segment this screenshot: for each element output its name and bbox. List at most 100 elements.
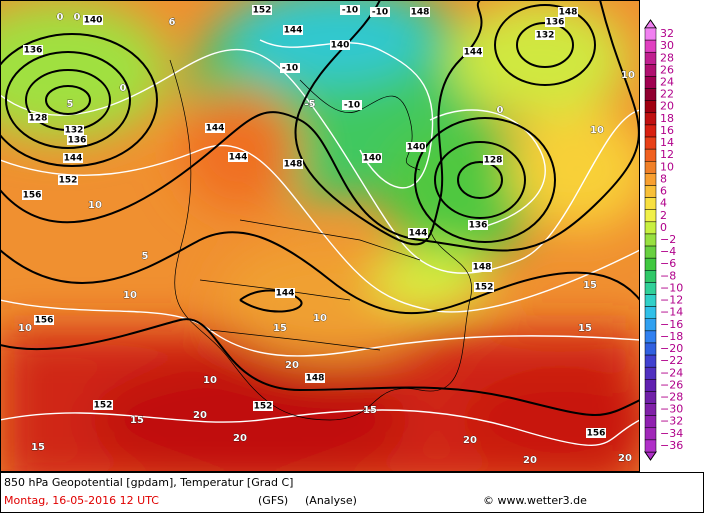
contour-label-box [23, 45, 43, 55]
contour-label-box [22, 190, 42, 200]
contour-label-box [545, 17, 565, 27]
colorbar-label: 18 [660, 112, 674, 125]
colorbar-swatch [644, 197, 657, 210]
contour-label-box [474, 282, 494, 292]
contour-label-box [408, 228, 428, 238]
contour-label-box [283, 25, 303, 35]
colorbar-label: −20 [660, 342, 683, 355]
contour-label: -10 [372, 8, 388, 18]
footer-title: 850 hPa Geopotential [gpdam], Temperatur… [4, 476, 293, 489]
contour-label: 128 [484, 156, 503, 166]
colorbar-label: 12 [660, 148, 674, 161]
contour-label-box [280, 63, 300, 73]
colorbar-swatch [644, 282, 657, 295]
colorbar-swatch [644, 51, 657, 65]
footer-run: (Analyse) [305, 494, 357, 507]
colorbar-label: −8 [660, 269, 676, 282]
contour-label: 128 [29, 114, 48, 124]
contour-label-box [28, 113, 48, 123]
colorbar-swatch [644, 379, 657, 392]
contour-label-box [370, 7, 390, 17]
colorbar-label: −30 [660, 403, 683, 416]
colorbar-label: −36 [660, 439, 683, 452]
colorbar-swatch [644, 221, 657, 235]
colorbar-label: 24 [660, 76, 674, 89]
colorbar-swatch [644, 209, 657, 223]
footer-date: Montag, 16-05-2016 12 UTC [4, 494, 159, 507]
contour-label: -10 [342, 6, 358, 16]
contour-label-box [340, 5, 360, 15]
colorbar-swatch [644, 39, 657, 53]
contour-label-box [535, 30, 555, 40]
colorbar-label: −24 [660, 366, 683, 379]
contour-label: 156 [35, 316, 54, 326]
contour-label: 144 [284, 26, 303, 36]
colorbar-swatch [644, 403, 657, 416]
colorbar-label: 30 [660, 39, 674, 52]
contour-label: 152 [253, 6, 272, 16]
contour-label: 148 [473, 263, 492, 273]
contour-label: 144 [276, 289, 295, 299]
contour-label-box [472, 262, 492, 272]
colorbar-swatch [644, 173, 657, 186]
contour-label: 10 [123, 290, 137, 301]
contour-label: 10 [621, 70, 635, 81]
contour-label: 0 [120, 83, 127, 94]
contour-label: 136 [469, 221, 488, 231]
contour-label: 10 [313, 313, 327, 324]
colorbar-label: 20 [660, 100, 674, 113]
contour-label-box [483, 155, 503, 165]
colorbar-label: −28 [660, 390, 683, 403]
colorbar-label: −4 [660, 245, 676, 258]
colorbar-top-arrow [644, 19, 657, 29]
contour-label-box [93, 400, 113, 410]
contour-label-box [83, 15, 103, 25]
colorbar-swatch [644, 306, 657, 319]
colorbar-label: 2 [660, 209, 667, 222]
contour-label-box [58, 175, 78, 185]
contour-label: 152 [475, 283, 494, 293]
colorbar-swatch [644, 294, 657, 307]
footer-model: (GFS) [258, 494, 288, 507]
colorbar-label: −26 [660, 378, 683, 391]
contour-label: 15 [130, 415, 144, 426]
colorbar-swatch [644, 439, 657, 453]
contour-label: -10 [282, 64, 298, 74]
contour-label-box [586, 428, 606, 438]
colorbar-label: −14 [660, 306, 683, 319]
contour-label: 10 [590, 125, 604, 136]
colorbar-swatch [644, 136, 657, 150]
colorbar-label: 28 [660, 51, 674, 64]
contour-label-box [64, 125, 84, 135]
contour-label: 148 [411, 8, 430, 18]
contour-label-box [468, 220, 488, 230]
contour-label: 15 [363, 405, 377, 416]
colorbar-label: 32 [660, 27, 674, 40]
contour-label-box [275, 288, 295, 298]
contour-label: 140 [84, 16, 103, 26]
colorbar-label: 6 [660, 185, 667, 198]
colorbar-swatch [644, 161, 657, 174]
colorbar-label: −2 [660, 233, 676, 246]
colorbar-label: 10 [660, 160, 674, 173]
contour-label: 6 [169, 17, 176, 28]
contour-label: 140 [363, 154, 382, 164]
contour-label: 136 [68, 136, 87, 146]
contour-label: 15 [583, 280, 597, 291]
contour-label-box [410, 7, 430, 17]
colorbar-swatch [644, 427, 657, 441]
contour-label: 132 [65, 126, 84, 136]
contour-label: 10 [18, 323, 32, 334]
contour-label: 5 [142, 251, 149, 262]
colorbar-label: 16 [660, 124, 674, 137]
isotherms [0, 39, 640, 446]
colorbar-label: −16 [660, 318, 683, 331]
colorbar-swatch [644, 391, 657, 404]
contour-label-box [67, 135, 87, 145]
contour-label: 148 [284, 160, 303, 170]
contour-label-box [558, 7, 578, 17]
contour-label: 136 [24, 46, 43, 56]
contour-label: 156 [587, 429, 606, 439]
